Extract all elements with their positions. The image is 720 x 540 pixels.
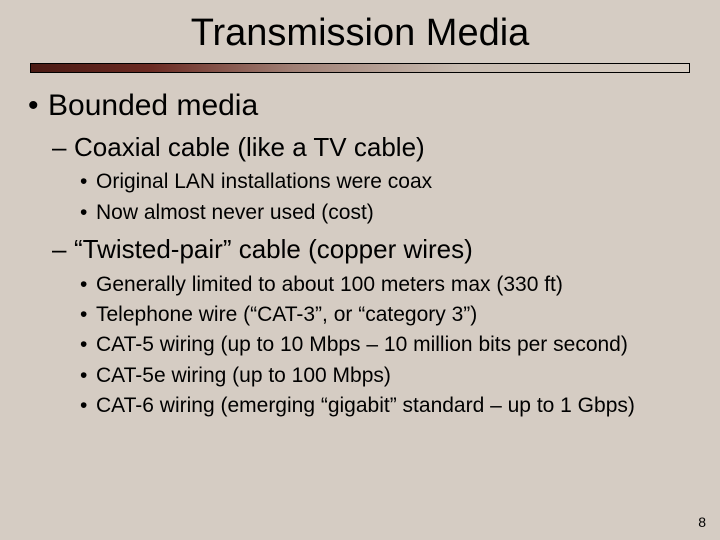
bullet-list-lvl3: Original LAN installations were coax Now… <box>74 168 696 227</box>
lvl1-item: Bounded media Coaxial cable (like a TV c… <box>24 87 696 421</box>
page-number: 8 <box>698 514 706 530</box>
bullet-list-lvl2: Coaxial cable (like a TV cable) Original… <box>48 131 696 421</box>
lvl3-text: CAT-5 wiring (up to 10 Mbps – 10 million… <box>96 333 628 356</box>
lvl2-item: “Twisted-pair” cable (copper wires) Gene… <box>48 233 696 421</box>
lvl3-text: Generally limited to about 100 meters ma… <box>96 273 563 296</box>
lvl3-item: CAT-6 wiring (emerging “gigabit” standar… <box>74 392 696 420</box>
lvl3-text: Telephone wire (“CAT-3”, or “category 3”… <box>96 303 477 326</box>
lvl1-text: Bounded media <box>48 89 258 122</box>
lvl3-item: Original LAN installations were coax <box>74 168 696 196</box>
lvl3-text: CAT-6 wiring (emerging “gigabit” standar… <box>96 394 635 417</box>
bullet-list-lvl1: Bounded media Coaxial cable (like a TV c… <box>24 87 696 421</box>
slide: Transmission Media Bounded media Coaxial… <box>0 0 720 540</box>
lvl3-text: CAT-5e wiring (up to 100 Mbps) <box>96 364 391 387</box>
bullet-list-lvl3: Generally limited to about 100 meters ma… <box>74 271 696 421</box>
slide-title: Transmission Media <box>0 0 720 61</box>
lvl3-text: Original LAN installations were coax <box>96 170 432 193</box>
slide-content: Bounded media Coaxial cable (like a TV c… <box>0 87 720 421</box>
lvl3-item: Now almost never used (cost) <box>74 199 696 227</box>
lvl2-text: Coaxial cable (like a TV cable) <box>74 132 425 162</box>
lvl3-item: CAT-5 wiring (up to 10 Mbps – 10 million… <box>74 331 696 359</box>
lvl2-text: “Twisted-pair” cable (copper wires) <box>74 234 473 264</box>
lvl3-item: CAT-5e wiring (up to 100 Mbps) <box>74 362 696 390</box>
lvl3-text: Now almost never used (cost) <box>96 201 374 224</box>
lvl3-item: Generally limited to about 100 meters ma… <box>74 271 696 299</box>
lvl3-item: Telephone wire (“CAT-3”, or “category 3”… <box>74 301 696 329</box>
lvl2-item: Coaxial cable (like a TV cable) Original… <box>48 131 696 227</box>
title-divider <box>30 63 690 73</box>
